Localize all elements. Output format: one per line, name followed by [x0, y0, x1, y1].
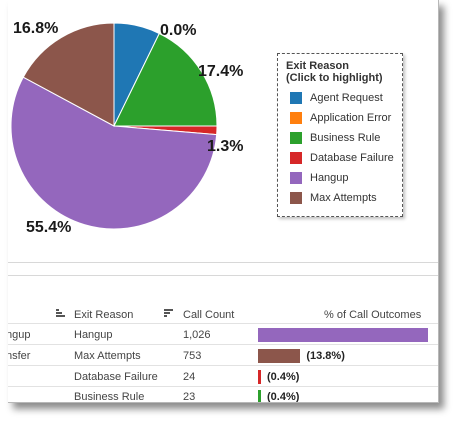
column-header-exit-reason[interactable]: Exit Reason [74, 309, 134, 321]
legend-swatch [290, 132, 302, 144]
row-divider [8, 323, 438, 324]
legend-swatch [290, 92, 302, 104]
section-divider [8, 262, 438, 263]
row-cell-call-count: 24 [183, 371, 196, 383]
row-cell-call-count: 753 [183, 350, 202, 362]
row-cell-exit-reason: Business Rule [74, 391, 145, 403]
pct-bar [258, 328, 428, 342]
pct-bar [258, 370, 261, 384]
legend-label: Max Attempts [310, 192, 377, 204]
legend-swatch [290, 112, 302, 124]
pct-bar-label: (13.8%) [306, 350, 345, 362]
section-divider [8, 275, 438, 276]
pie-slice-max-attempts[interactable] [22, 22, 115, 127]
row-divider [8, 365, 438, 366]
pie-label-application-error: 0.0% [160, 22, 197, 39]
row-cell-exit-reason: Database Failure [74, 371, 158, 383]
column-header-call-count[interactable]: Call Count [183, 309, 235, 321]
sort-icon[interactable] [164, 308, 174, 318]
row-cell-truncated: nsfer [8, 350, 31, 362]
row-cell-exit-reason: Max Attempts [74, 350, 141, 362]
row-cell-call-count: 23 [183, 391, 196, 403]
pie-label-max-attempts: 16.8% [13, 20, 59, 37]
row-cell-exit-reason: Hangup [74, 329, 113, 341]
pie-label-business-rule: 17.4% [198, 63, 244, 80]
legend-label: Database Failure [310, 152, 394, 164]
report-frame: 16.8% 0.0% 17.4% 1.3% 55.4% Exit Reason … [8, 0, 439, 403]
pie-label-hangup: 55.4% [26, 219, 72, 236]
legend-title: Exit Reason (Click to highlight) [286, 60, 383, 84]
legend-title-text: Exit Reason [286, 60, 349, 72]
pie-slice-business-rule[interactable] [113, 32, 218, 127]
legend-swatch [290, 192, 302, 204]
legend-label: Business Rule [310, 132, 381, 144]
column-header-pct-call-outcomes[interactable]: % of Call Outcomes [324, 309, 422, 321]
chart-legend: Exit Reason (Click to highlight) Agent R… [277, 53, 403, 217]
pie-slice-hangup[interactable] [10, 76, 218, 230]
row-cell-truncated: ngup [8, 329, 31, 341]
pct-bar-label: (0.4%) [267, 371, 300, 383]
pct-bar [258, 349, 301, 363]
exit-reason-pie-chart[interactable] [8, 0, 228, 250]
legend-hint-text: (Click to highlight) [286, 72, 383, 84]
row-divider [8, 386, 438, 387]
sort-icon[interactable] [56, 308, 66, 318]
legend-swatch [290, 172, 302, 184]
legend-label: Hangup [310, 172, 349, 184]
row-divider [8, 344, 438, 345]
legend-swatch [290, 152, 302, 164]
pct-bar [258, 390, 261, 402]
row-cell-call-count: 1,026 [183, 329, 211, 341]
legend-label: Application Error [310, 112, 392, 124]
pct-bar-label: (0.4%) [267, 391, 300, 403]
legend-label: Agent Request [310, 92, 383, 104]
pie-label-database-failure: 1.3% [207, 138, 244, 155]
